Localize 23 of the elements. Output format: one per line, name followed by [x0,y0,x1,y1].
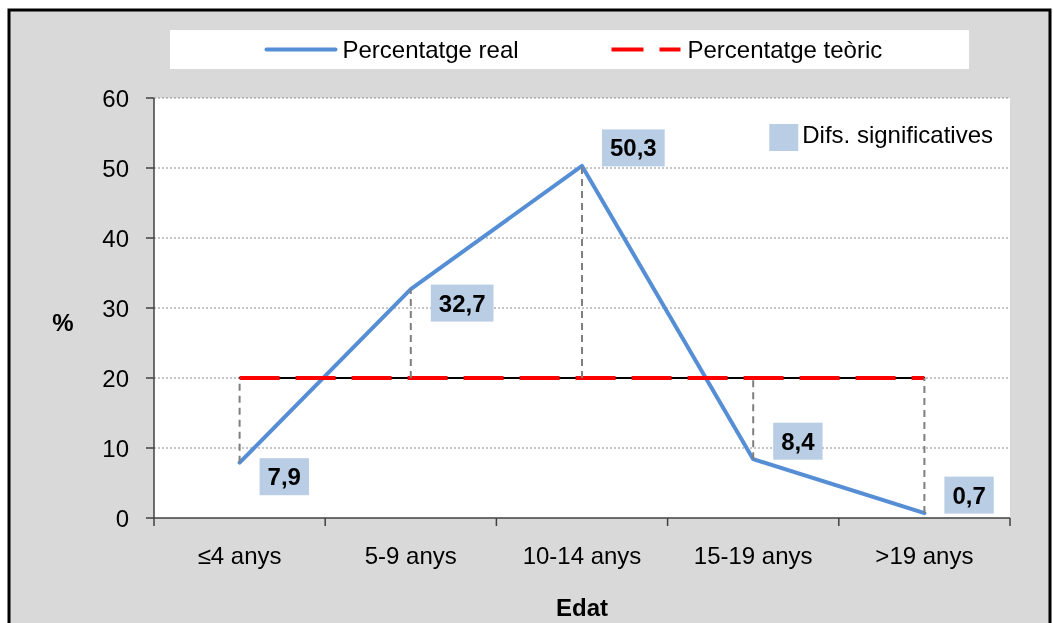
y-tick-label: 30 [102,294,129,322]
x-tick-label: >19 anys [875,542,974,569]
data-label: 8,4 [781,427,816,455]
line-series [237,163,927,516]
y-axis-title: % [52,309,74,336]
y-tick-label: 50 [102,154,129,182]
y-tick-label: 0 [115,504,129,532]
x-tick-label: 10-14 anys [522,542,642,569]
y-tick-label: 20 [102,364,129,392]
x-tick-label: 15-19 anys [693,542,813,569]
legend-label: Percentatge real [342,36,519,63]
x-tick-label: 5-9 anys [364,542,457,569]
data-label: 0,7 [952,481,986,509]
y-tick-label: 60 [102,84,129,112]
data-label: 32,7 [438,289,486,317]
data-label: 50,3 [610,134,657,162]
legend-label: Percentatge teòric [687,36,883,63]
y-tick-label: 10 [102,434,129,462]
x-axis-title: Edat [555,594,609,621]
x-tick-label: ≤4 anys [197,542,282,569]
y-tick-label: 40 [102,224,129,252]
annotation: Difs. significatives [802,121,994,148]
data-label: 7,9 [267,463,301,491]
